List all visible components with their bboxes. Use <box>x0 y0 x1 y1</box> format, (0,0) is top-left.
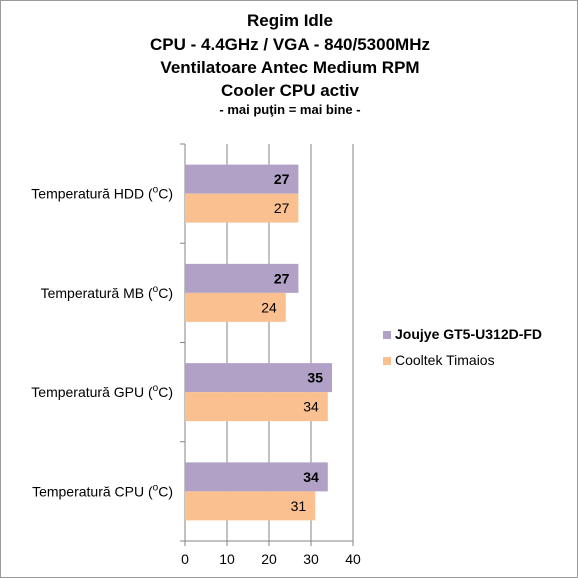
category-label-1: Temperatură HDD (oC) <box>31 185 173 202</box>
legend-swatch-series-2 <box>383 357 391 366</box>
data-label-2-2: 24 <box>261 299 277 315</box>
data-label-2-1: 27 <box>274 200 290 216</box>
category-label-4: Temperatură CPU (oC) <box>32 482 173 499</box>
chart-subtitle: - mai puţin = mai bine - <box>219 102 361 117</box>
bar-1-1 <box>185 164 299 194</box>
data-label-1-4: 34 <box>303 469 319 485</box>
category-label-3: Temperatură GPU (oC) <box>31 383 173 400</box>
data-label-1-3: 35 <box>307 370 323 386</box>
bar-1-4 <box>185 462 328 492</box>
x-tick-label-0: 0 <box>181 551 189 567</box>
x-tick-label-10: 10 <box>219 551 235 567</box>
bar-1-2 <box>185 263 299 293</box>
legend-swatch-series-1 <box>383 331 391 340</box>
bar-2-2 <box>185 292 286 322</box>
data-label-1-2: 27 <box>274 270 290 286</box>
data-label-2-3: 34 <box>303 399 319 415</box>
x-tick-label-40: 40 <box>345 551 361 567</box>
legend-label-series-1: Joujye GT5-U312D-FD <box>395 326 543 342</box>
x-tick-label-20: 20 <box>261 551 277 567</box>
x-tick-label-30: 30 <box>303 551 319 567</box>
data-label-2-4: 31 <box>291 498 307 514</box>
legend-item-series-1: Joujye GT5-U312D-FD <box>383 326 542 342</box>
chart-title-line-1: Regim Idle <box>247 11 333 30</box>
chart-title-line-3: Ventilatoare Antec Medium RPM <box>160 58 420 77</box>
bar-2-3 <box>185 392 328 422</box>
data-label-1-1: 27 <box>274 171 290 187</box>
legend-label-series-2: Cooltek Timaios <box>395 352 495 368</box>
category-label-2: Temperatură MB (oC) <box>41 284 173 301</box>
chart-title-line-4: Cooler CPU activ <box>221 81 359 100</box>
bar-2-4 <box>185 491 316 521</box>
bar-1-3 <box>185 363 332 393</box>
bar-2-1 <box>185 193 299 223</box>
chart-title-line-2: CPU - 4.4GHz / VGA - 840/5300MHz <box>150 35 430 54</box>
legend-item-series-2: Cooltek Timaios <box>383 352 495 368</box>
